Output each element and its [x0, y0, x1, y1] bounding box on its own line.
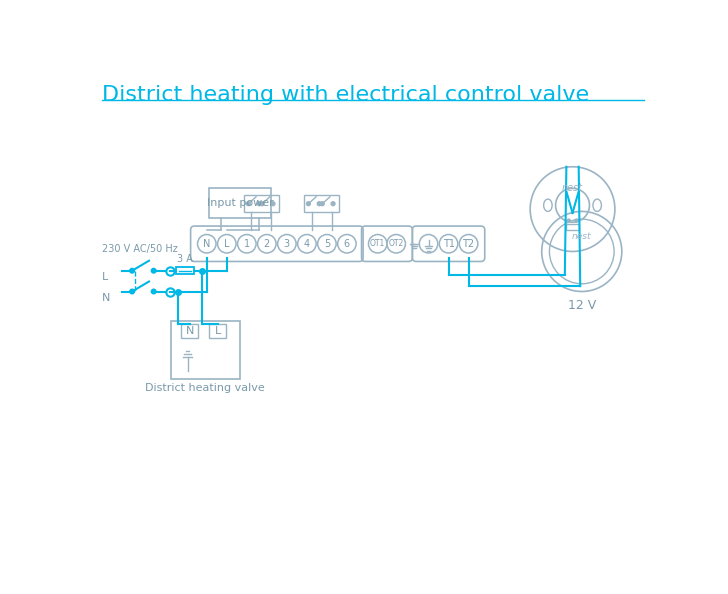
Text: 4: 4	[304, 239, 310, 249]
Text: 12 V: 12 V	[568, 299, 596, 312]
Circle shape	[331, 202, 335, 206]
Circle shape	[151, 289, 156, 294]
Bar	[209, 188, 271, 217]
Text: N: N	[102, 293, 111, 303]
Circle shape	[320, 202, 324, 206]
Circle shape	[306, 202, 310, 206]
Text: L: L	[215, 326, 221, 336]
Bar	[304, 195, 339, 212]
Bar	[244, 195, 279, 212]
Bar	[170, 321, 240, 378]
Circle shape	[247, 202, 250, 206]
Bar	[566, 224, 579, 230]
Text: 6: 6	[344, 239, 350, 249]
Text: 3: 3	[284, 239, 290, 249]
Text: 1: 1	[244, 239, 250, 249]
Text: N: N	[203, 239, 210, 249]
Text: 5: 5	[324, 239, 330, 249]
Circle shape	[130, 268, 135, 273]
Bar	[176, 267, 194, 274]
Text: OT1: OT1	[370, 239, 385, 248]
Circle shape	[130, 289, 135, 294]
Text: Input power: Input power	[207, 198, 273, 208]
Circle shape	[575, 219, 578, 222]
Text: OT2: OT2	[389, 239, 404, 248]
Text: T2: T2	[462, 239, 475, 249]
Bar	[181, 324, 198, 338]
Text: 3 A: 3 A	[178, 254, 193, 264]
Text: N: N	[186, 326, 194, 336]
Text: 230 V AC/50 Hz: 230 V AC/50 Hz	[102, 244, 178, 254]
Text: L: L	[224, 239, 229, 249]
Text: nest: nest	[562, 182, 583, 192]
Text: 2: 2	[264, 239, 270, 249]
Text: District heating valve: District heating valve	[146, 383, 265, 393]
Circle shape	[317, 202, 321, 206]
Circle shape	[567, 219, 570, 222]
Circle shape	[151, 268, 156, 273]
Circle shape	[271, 202, 275, 206]
Text: District heating with electrical control valve: District heating with electrical control…	[102, 85, 589, 105]
Circle shape	[261, 202, 264, 206]
Text: L: L	[102, 272, 108, 282]
Text: T1: T1	[443, 239, 454, 249]
Bar	[209, 324, 226, 338]
Circle shape	[257, 202, 261, 206]
Text: nest: nest	[572, 232, 592, 241]
